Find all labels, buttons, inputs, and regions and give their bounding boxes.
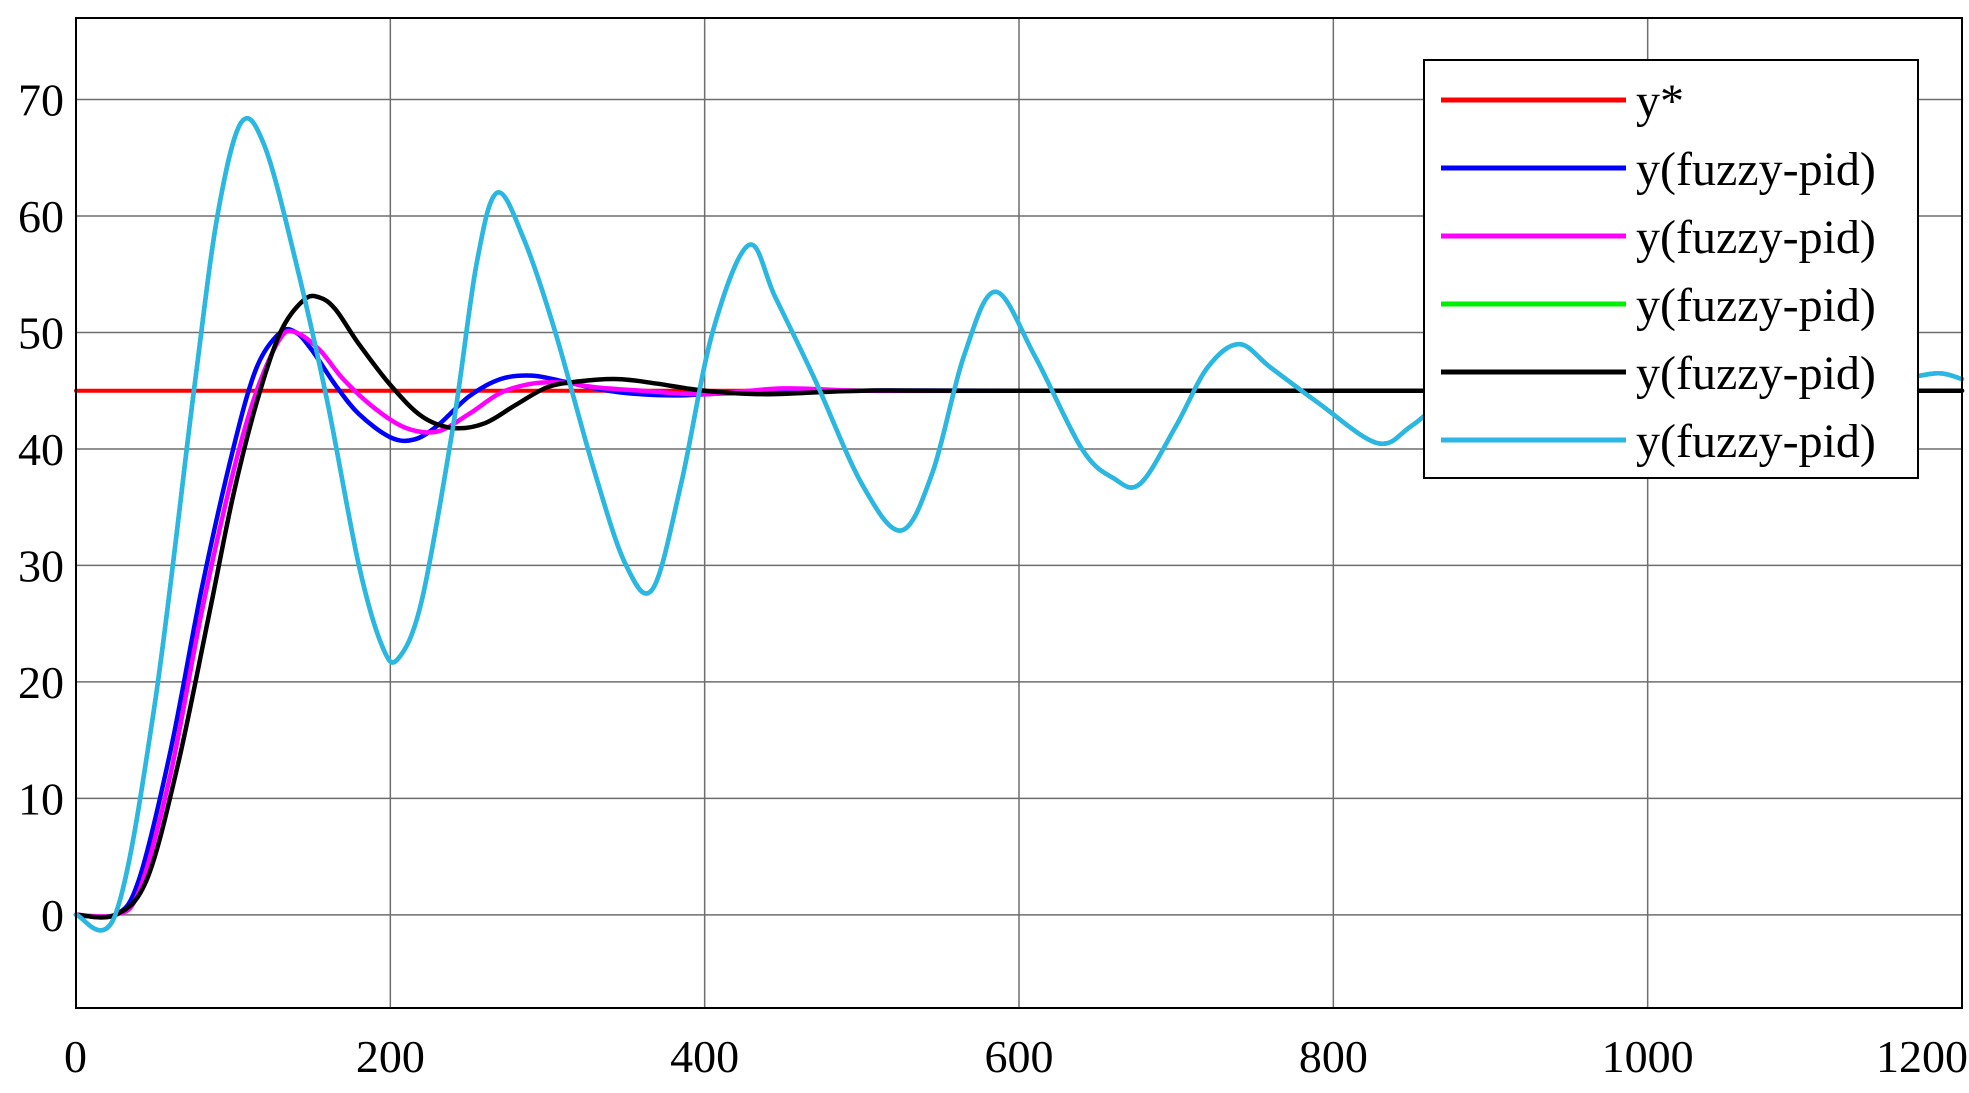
legend-label-1: y*	[1636, 75, 1684, 128]
x-tick-label: 200	[356, 1031, 425, 1082]
y-tick-label: 50	[18, 307, 64, 358]
plot-frame-layer	[75, 17, 1963, 1009]
x-tick-label: 0	[64, 1031, 87, 1082]
legend-label-6: y(fuzzy-pid)	[1636, 415, 1876, 468]
y-tick-label: 70	[18, 75, 64, 126]
series-line-5	[73, 293, 1965, 920]
x-tick-label: 800	[1299, 1031, 1368, 1082]
x-tick-label: 400	[670, 1031, 739, 1082]
tick-labels-layer: 0 200 400 600 800 1000 1200 0 10 20 30 40 50 60 70	[18, 75, 1968, 1082]
x-tick-label: 600	[985, 1031, 1054, 1082]
y-tick-label: 40	[18, 424, 64, 475]
legend-box	[1423, 59, 1919, 479]
legend: y* y(fuzzy-pid) y(fuzzy-pid) y(fuzzy-pid) y(…	[1423, 59, 1919, 479]
legend-label-3: y(fuzzy-pid)	[1636, 211, 1876, 264]
y-tick-label: 60	[18, 191, 64, 242]
series-line-6	[73, 116, 1965, 933]
legend-label-4: y(fuzzy-pid)	[1636, 279, 1876, 332]
legend-label-2: y(fuzzy-pid)	[1636, 143, 1876, 196]
legend-label-5: y(fuzzy-pid)	[1636, 347, 1876, 400]
x-tick-label: 1000	[1602, 1031, 1694, 1082]
y-tick-label: 10	[18, 773, 64, 824]
y-tick-label: 20	[18, 657, 64, 708]
plot-frame	[75, 17, 1963, 1009]
y-tick-label: 0	[41, 890, 64, 941]
y-tick-label: 30	[18, 540, 64, 591]
x-tick-label: 1200	[1876, 1031, 1968, 1082]
